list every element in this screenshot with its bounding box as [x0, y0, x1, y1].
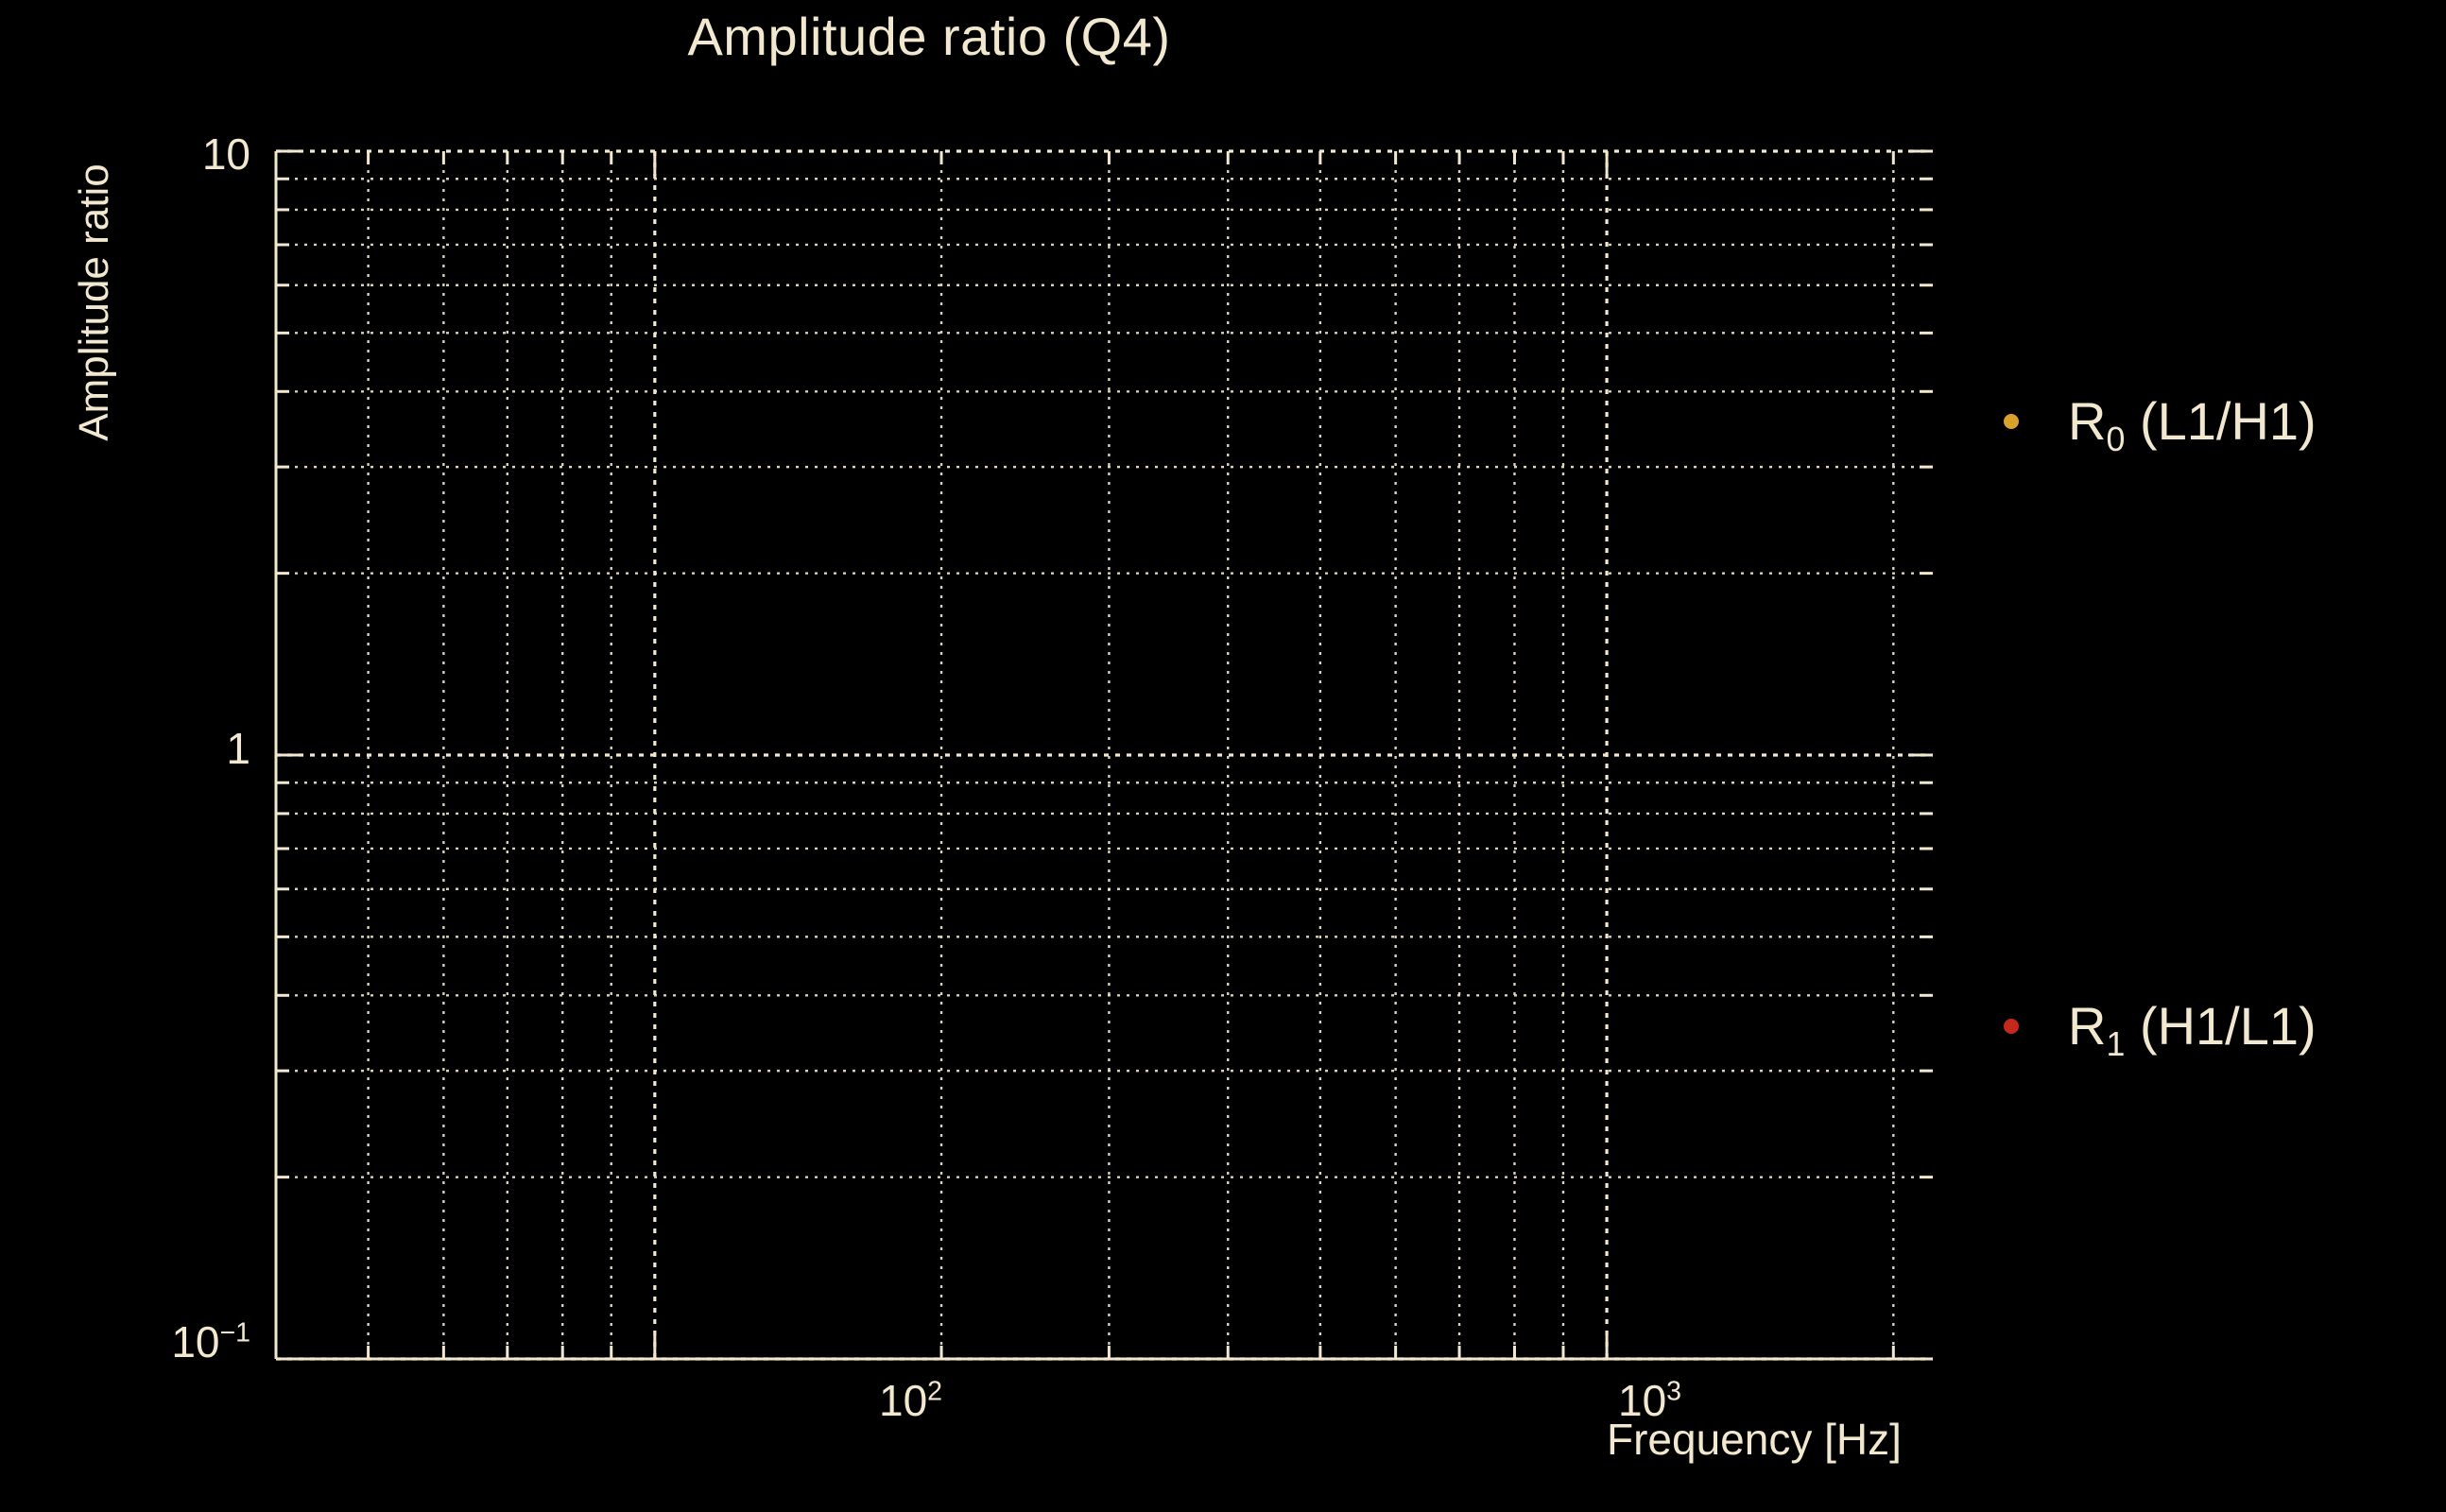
- x-axis-ticks: [274, 151, 1895, 1359]
- y-axis-ticks: [276, 149, 1933, 1361]
- y-tick-label-10: 10: [201, 129, 250, 179]
- y-tick-label-1: 1: [226, 724, 250, 773]
- legend-entry-r1[interactable]: R1 (H1/L1): [2004, 996, 2317, 1064]
- chart-title: Amplitude ratio (Q4): [687, 7, 1171, 66]
- plot-area: [274, 149, 1933, 1361]
- data-layer: [276, 151, 1933, 1359]
- legend-label-r0: R0 (L1/H1): [2068, 391, 2317, 459]
- legend-label-r1: R1 (H1/L1): [2068, 996, 2317, 1064]
- x-tick-label-1000: 103: [1618, 1376, 1682, 1425]
- x-axis-title: Frequency [Hz]: [1607, 1415, 1902, 1464]
- grid-minor-horizontal: [276, 178, 1933, 1178]
- axis-layer: [274, 149, 1933, 1361]
- legend: R0 (L1/H1) R1 (H1/L1): [1985, 151, 2429, 1359]
- legend-entry-r0[interactable]: R0 (L1/H1): [2004, 391, 2317, 459]
- y-axis-title: Amplitude ratio: [71, 163, 117, 441]
- x-tick-label-100: 102: [879, 1376, 943, 1425]
- legend-marker-r1: [2004, 1019, 2019, 1034]
- y-tick-label-0p1: 10−1: [171, 1317, 250, 1366]
- legend-marker-r0: [2004, 414, 2019, 429]
